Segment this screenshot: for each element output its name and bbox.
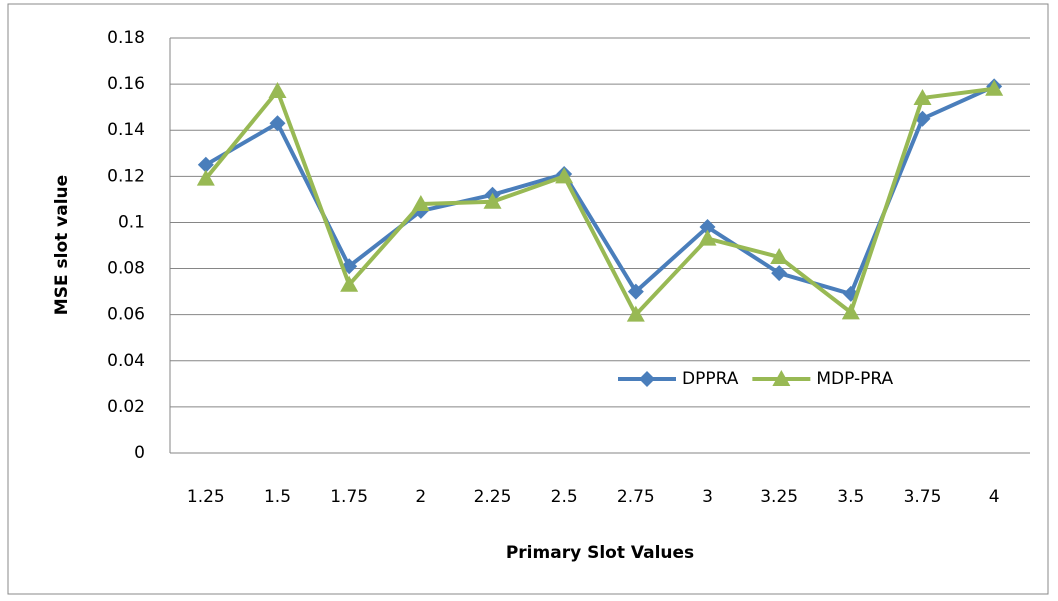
y-axis-title: MSE slot value (52, 175, 72, 315)
y-tick-label: 0.02 (107, 397, 145, 417)
data-point (985, 79, 1004, 96)
y-tick-label: 0.14 (107, 120, 145, 140)
data-point (770, 248, 789, 265)
x-tick-label: 2 (415, 487, 426, 507)
data-point (841, 303, 860, 320)
data-point (913, 88, 932, 105)
x-tick-label: 3 (702, 487, 713, 507)
x-tick-label: 1.75 (330, 487, 368, 507)
x-tick-label: 4 (989, 487, 1000, 507)
x-tick-label: 2.75 (617, 487, 655, 507)
x-tick-label: 3.25 (760, 487, 798, 507)
data-point (626, 305, 645, 322)
y-tick-label: 0.08 (107, 259, 145, 279)
data-point (269, 115, 286, 132)
data-point (196, 169, 215, 186)
data-point (698, 229, 717, 246)
data-point (340, 275, 359, 292)
data-point (771, 265, 788, 282)
y-tick-label: 0.06 (107, 305, 145, 325)
x-tick-label: 3.75 (904, 487, 942, 507)
chart-frame (7, 3, 1049, 595)
data-point (555, 167, 574, 184)
data-point (197, 156, 214, 173)
y-tick-label: 0.12 (107, 166, 145, 186)
series-line (204, 86, 995, 317)
y-tick-label: 0.16 (107, 74, 145, 94)
data-point (699, 219, 716, 236)
x-tick-label: 2.5 (551, 487, 578, 507)
y-tick-label: 0.18 (107, 28, 145, 48)
y-tick-label: 0.1 (118, 212, 145, 232)
legend-label: DPPRA (682, 369, 739, 389)
legend-marker (639, 371, 655, 387)
x-axis-title: Primary Slot Values (506, 543, 694, 563)
y-tick-label: 0.04 (107, 351, 145, 371)
data-point (483, 192, 502, 209)
x-tick-label: 1.25 (187, 487, 225, 507)
series-line (204, 84, 995, 296)
y-tick-label: 0 (134, 443, 145, 463)
data-point (411, 195, 430, 211)
x-tick-label: 2.25 (474, 487, 512, 507)
legend-label: MDP-PRA (816, 369, 893, 389)
legend-marker (772, 370, 791, 386)
x-tick-label: 3.5 (837, 487, 864, 507)
x-tick-label: 1.5 (264, 487, 291, 507)
data-point (268, 82, 287, 99)
data-point (627, 283, 644, 300)
